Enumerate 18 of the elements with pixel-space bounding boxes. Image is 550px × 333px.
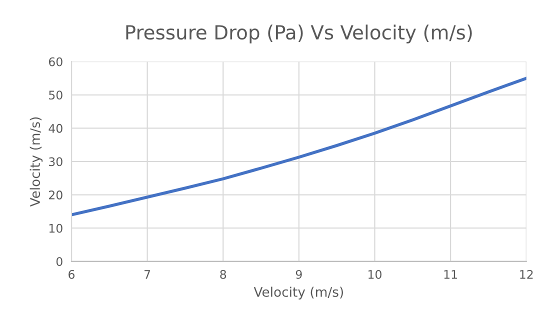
x-tick-label: 10 [368, 270, 382, 279]
y-tick-label: 40 [48, 124, 62, 133]
chart-title: Pressure Drop (Pa) Vs Velocity (m/s) [126, 24, 472, 44]
x-tick-label: 8 [220, 270, 226, 279]
x-axis-title: Velocity (m/s) [254, 286, 344, 300]
y-tick-label: 50 [49, 90, 62, 100]
y-tick-label: 0 [56, 257, 62, 266]
x-tick-label: 7 [144, 270, 150, 279]
y-tick-label: 10 [49, 224, 62, 233]
line-series [72, 76, 526, 216]
y-axis-title: Velocity (m/s) [30, 117, 43, 207]
x-tick-label: 6 [68, 270, 75, 279]
x-tick-label: 9 [296, 270, 302, 279]
y-tick-label: 60 [48, 57, 62, 66]
x-tick-label: 12 [520, 270, 533, 279]
y-tick-label: 20 [49, 190, 62, 200]
y-tick-label: 30 [49, 157, 62, 166]
x-tick-label: 11 [444, 270, 457, 279]
